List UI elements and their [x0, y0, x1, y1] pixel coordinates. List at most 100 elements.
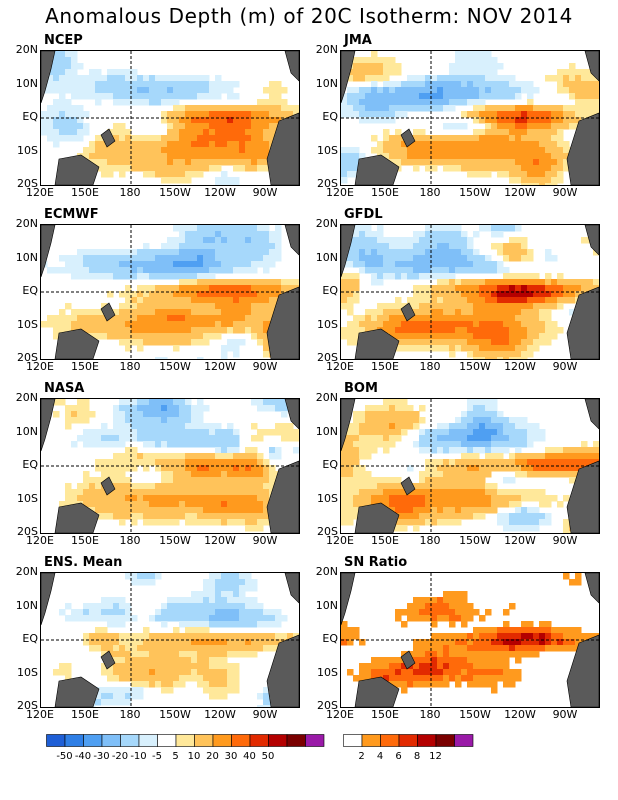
- anomaly-cell: [233, 633, 240, 640]
- anomaly-cell: [551, 177, 558, 184]
- anomaly-cell: [197, 291, 204, 298]
- anomaly-cell: [401, 111, 408, 118]
- anomaly-cell: [215, 471, 222, 478]
- anomaly-cell: [377, 255, 384, 262]
- anomaly-cell: [167, 141, 174, 148]
- anomaly-cell: [407, 105, 414, 112]
- anomaly-cell: [395, 261, 402, 268]
- anomaly-cell: [473, 147, 480, 154]
- anomaly-cell: [473, 165, 480, 172]
- anomaly-cell: [395, 477, 402, 484]
- anomaly-cell: [365, 111, 372, 118]
- anomaly-cell: [107, 597, 114, 604]
- anomaly-cell: [215, 483, 222, 490]
- anomaly-cell: [437, 645, 444, 652]
- anomaly-cell: [197, 429, 204, 436]
- anomaly-cell: [179, 303, 186, 310]
- anomaly-cell: [389, 405, 396, 412]
- anomaly-cell: [197, 249, 204, 256]
- anomaly-cell: [173, 147, 180, 154]
- anomaly-cell: [251, 153, 258, 160]
- anomaly-cell: [221, 309, 228, 316]
- anomaly-cell: [371, 93, 378, 100]
- anomaly-cell: [497, 165, 504, 172]
- anomaly-cell: [521, 651, 528, 658]
- anomaly-cell: [395, 93, 402, 100]
- anomaly-cell: [473, 99, 480, 106]
- anomaly-cell: [119, 261, 126, 268]
- anomaly-cell: [101, 693, 108, 700]
- anomaly-cell: [173, 177, 180, 184]
- anomaly-cell: [233, 231, 240, 238]
- anomaly-cell: [131, 81, 138, 88]
- anomaly-cell: [455, 321, 462, 328]
- colorbar-swatch: [286, 734, 306, 747]
- anomaly-cell: [545, 129, 552, 136]
- anomaly-cell: [41, 129, 48, 136]
- anomaly-cell: [221, 237, 228, 244]
- anomaly-cell: [497, 357, 504, 359]
- anomaly-cell: [95, 249, 102, 256]
- anomaly-cell: [149, 273, 156, 280]
- anomaly-cell: [227, 345, 234, 352]
- anomaly-cell: [467, 165, 474, 172]
- anomaly-cell: [371, 255, 378, 262]
- anomaly-cell: [203, 519, 210, 526]
- anomaly-cell: [233, 327, 240, 334]
- anomaly-cell: [191, 123, 198, 130]
- anomaly-cell: [485, 423, 492, 430]
- anomaly-cell: [77, 411, 84, 418]
- lon-tick-label: 150W: [159, 186, 191, 199]
- anomaly-cell: [437, 237, 444, 244]
- anomaly-cell: [131, 321, 138, 328]
- anomaly-cell: [515, 465, 522, 472]
- anomaly-cell: [407, 669, 414, 676]
- anomaly-cell: [563, 465, 570, 472]
- anomaly-cell: [113, 321, 120, 328]
- anomaly-cell: [227, 237, 234, 244]
- anomaly-cell: [101, 645, 108, 652]
- anomaly-cell: [191, 645, 198, 652]
- anomaly-cell: [83, 615, 90, 622]
- anomaly-cell: [149, 441, 156, 448]
- anomaly-cell: [197, 243, 204, 250]
- anomaly-cell: [251, 519, 258, 526]
- lon-tick-label: 120W: [504, 186, 536, 199]
- anomaly-cell: [413, 645, 420, 652]
- anomaly-cell: [179, 273, 186, 280]
- anomaly-cell: [581, 237, 588, 244]
- anomaly-cell: [59, 267, 66, 274]
- anomaly-cell: [521, 525, 528, 532]
- anomaly-cell: [365, 105, 372, 112]
- anomaly-cell: [359, 471, 366, 478]
- anomaly-cell: [479, 405, 486, 412]
- anomaly-cell: [365, 441, 372, 448]
- anomaly-cell: [161, 165, 168, 172]
- anomaly-cell: [485, 261, 492, 268]
- anomaly-cell: [353, 171, 360, 178]
- lon-tick-label: 120W: [204, 708, 236, 721]
- anomaly-cell: [455, 147, 462, 154]
- anomaly-cell: [413, 81, 420, 88]
- anomaly-cell: [407, 501, 414, 508]
- anomaly-cell: [77, 315, 84, 322]
- anomaly-cell: [461, 267, 468, 274]
- anomaly-cell: [485, 675, 492, 682]
- anomaly-cell: [143, 93, 150, 100]
- anomaly-cell: [467, 81, 474, 88]
- anomaly-cell: [431, 135, 438, 142]
- anomaly-cell: [125, 75, 132, 82]
- lat-tick-label: 20S: [317, 177, 338, 190]
- anomaly-cell: [521, 633, 528, 640]
- anomaly-cell: [497, 495, 504, 502]
- anomaly-cell: [167, 273, 174, 280]
- anomaly-cell: [455, 489, 462, 496]
- anomaly-cell: [131, 519, 138, 526]
- anomaly-cell: [533, 627, 540, 634]
- anomaly-cell: [119, 429, 126, 436]
- anomaly-cell: [167, 657, 174, 664]
- anomaly-cell: [473, 51, 480, 58]
- anomaly-cell: [425, 135, 432, 142]
- anomaly-cell: [593, 279, 599, 286]
- anomaly-cell: [89, 441, 96, 448]
